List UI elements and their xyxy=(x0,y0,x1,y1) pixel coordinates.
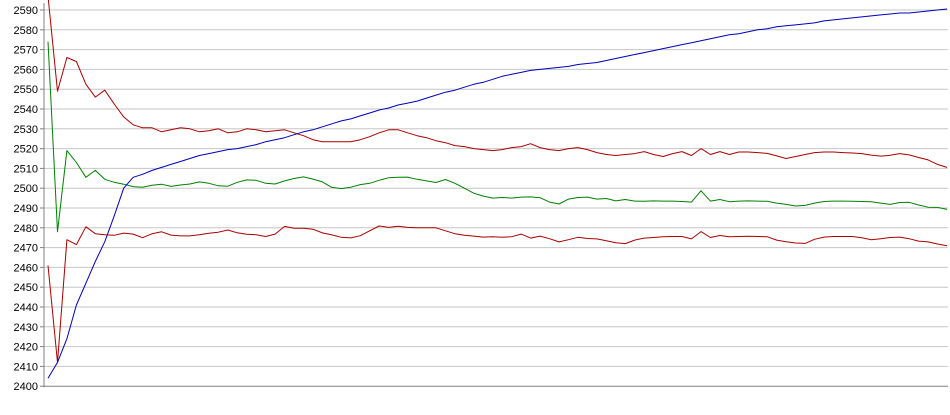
gridlines-group xyxy=(44,9,948,387)
y-axis-label: 2440 xyxy=(14,302,38,314)
y-axis-label: 2420 xyxy=(14,342,38,354)
y-axis-label: 2530 xyxy=(14,124,38,136)
y-axis-label: 2470 xyxy=(14,243,38,255)
y-axis-label: 2540 xyxy=(14,104,38,116)
y-axis-label: 2580 xyxy=(14,25,38,37)
y-axis-label: 2560 xyxy=(14,64,38,76)
y-axis-label: 2590 xyxy=(14,5,38,17)
y-axis-label: 2520 xyxy=(14,144,38,156)
y-axis-label: 2510 xyxy=(14,163,38,175)
y-axis-label: 2400 xyxy=(14,381,38,393)
y-axis-label: 2430 xyxy=(14,322,38,334)
series-red-upper-bound-line xyxy=(47,0,948,168)
series-lines-group xyxy=(47,0,948,379)
y-axis-labels-group: 2590 2580 2570 2560 2550 2540 2530 2520 2510 2500… xyxy=(14,5,38,393)
y-axis-label: 2410 xyxy=(14,361,38,373)
y-axis-label: 2460 xyxy=(14,262,38,274)
y-axis-label: 2550 xyxy=(14,84,38,96)
y-axis-label: 2500 xyxy=(14,183,38,195)
y-axis-label: 2480 xyxy=(14,223,38,235)
y-axis-label: 2490 xyxy=(14,203,38,215)
series-blue-cumulative-line xyxy=(47,8,948,379)
series-red-lower-bound-line xyxy=(47,225,948,363)
y-axis-ticks-group xyxy=(40,9,44,387)
y-axis-label: 2570 xyxy=(14,45,38,57)
y-axis-label: 2450 xyxy=(14,282,38,294)
series-green-mean-line xyxy=(47,41,948,233)
